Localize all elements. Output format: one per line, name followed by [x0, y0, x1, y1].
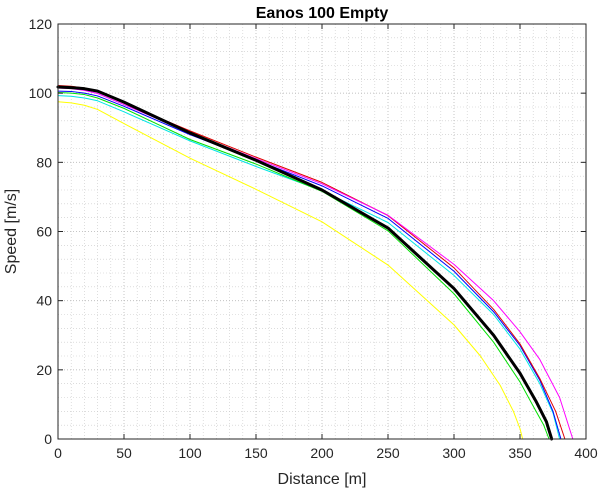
x-tick-label: 400 — [574, 445, 598, 461]
series-layer — [56, 85, 574, 441]
y-tick-label: 80 — [36, 154, 52, 170]
series-line-magenta — [57, 87, 574, 440]
x-tick-label: 200 — [310, 445, 334, 461]
series-line-yellow — [57, 101, 524, 440]
y-tick-label: 60 — [36, 224, 52, 240]
series-line-blue — [57, 90, 562, 440]
x-tick-label: 100 — [178, 445, 202, 461]
y-tick-label: 0 — [44, 431, 52, 447]
y-tick-label: 20 — [36, 362, 52, 378]
y-tick-label: 100 — [29, 85, 53, 101]
x-tick-label: 0 — [54, 445, 62, 461]
y-tick-label: 120 — [29, 16, 53, 32]
tick-marks — [57, 23, 587, 440]
y-tick-label: 40 — [36, 293, 52, 309]
x-axis-title: Distance [m] — [278, 471, 367, 488]
y-axis-title: Speed [m/s] — [3, 189, 20, 274]
y-tick-labels: 0 20 40 60 80 100 120 — [29, 16, 53, 447]
x-tick-labels: 0 50 100 150 200 250 300 350 400 — [54, 445, 598, 461]
x-tick-label: 50 — [116, 445, 132, 461]
x-tick-label: 150 — [244, 445, 268, 461]
x-tick-label: 300 — [442, 445, 466, 461]
x-tick-label: 350 — [508, 445, 532, 461]
chart-title: Eanos 100 Empty — [256, 5, 389, 22]
series-line-black — [56, 85, 554, 441]
x-tick-label: 250 — [376, 445, 400, 461]
major-grid — [57, 23, 587, 440]
